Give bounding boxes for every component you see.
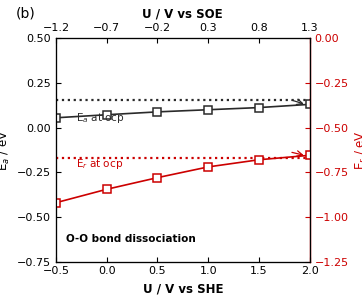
Y-axis label: E$_a$ / eV: E$_a$ / eV — [0, 129, 12, 171]
X-axis label: U / V vs SOE: U / V vs SOE — [143, 8, 223, 21]
Text: O-O bond dissociation: O-O bond dissociation — [66, 233, 196, 244]
Y-axis label: E$_r$ / eV: E$_r$ / eV — [354, 130, 362, 170]
X-axis label: U / V vs SHE: U / V vs SHE — [143, 282, 223, 295]
Text: E$_r$ at ocp: E$_r$ at ocp — [76, 158, 123, 171]
Text: E$_a$ at ocp: E$_a$ at ocp — [76, 110, 125, 125]
Text: (b): (b) — [16, 7, 35, 21]
